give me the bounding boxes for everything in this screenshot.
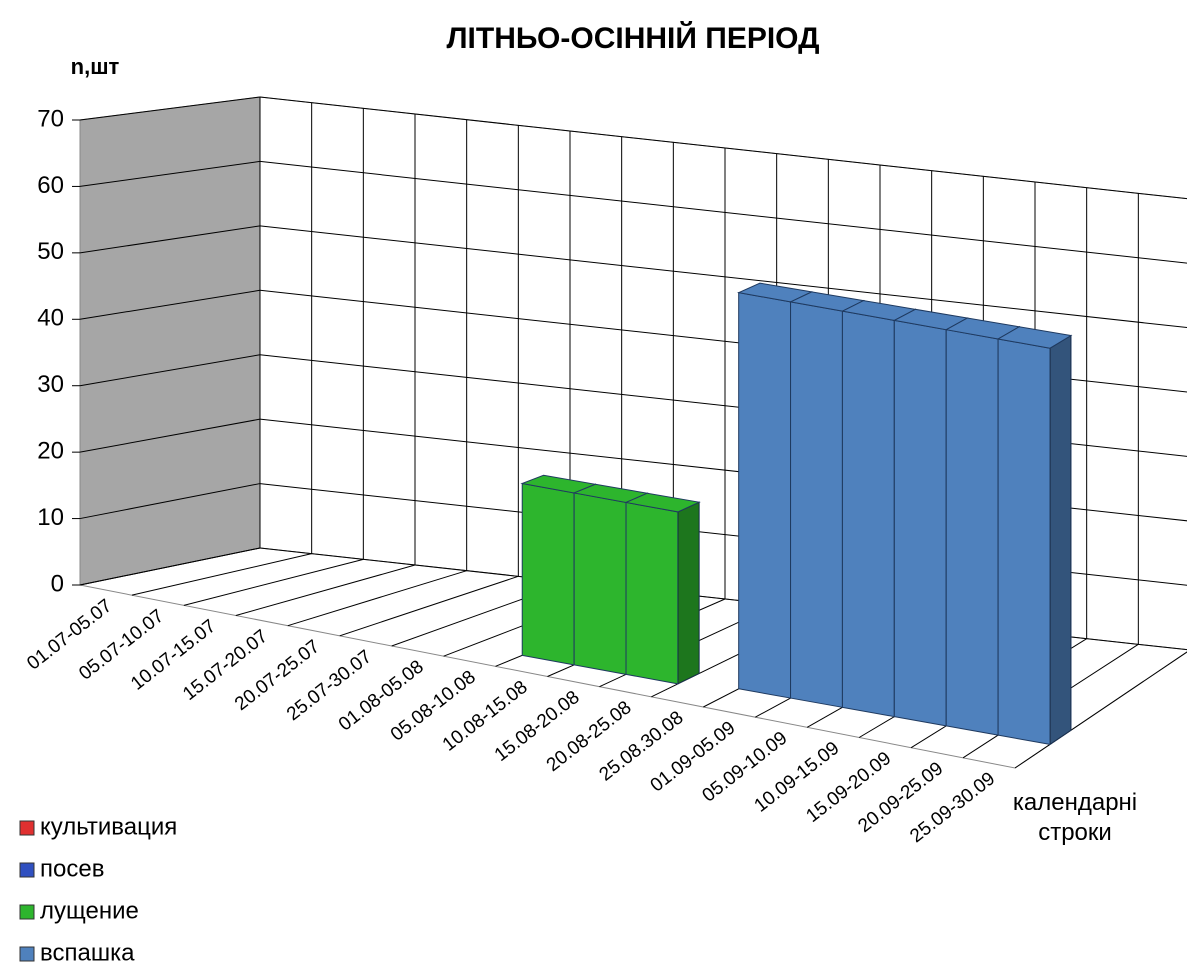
grid-line (79, 418, 261, 453)
legend-swatch (19, 946, 35, 962)
y-tick-label: 50 (37, 238, 64, 265)
floor-divider (339, 575, 519, 637)
left-wall (79, 96, 261, 586)
grid-line (259, 160, 1187, 264)
legend-label: посев (40, 855, 104, 882)
grid-line (79, 225, 261, 254)
floor-divider (183, 558, 364, 606)
floor-divider (131, 553, 312, 596)
y-tick-label: 30 (37, 371, 64, 398)
bar-front (625, 501, 679, 685)
y-tick-label: 70 (37, 105, 64, 132)
bar-side-shade (677, 502, 700, 684)
bar-front (841, 310, 895, 718)
y-axis-label: n,шт (71, 54, 120, 79)
grid-line (79, 160, 261, 187)
bar (996, 326, 1073, 746)
bar-front (790, 301, 843, 708)
y-tick-label: 40 (37, 305, 64, 332)
bar-front (738, 292, 792, 699)
y-tick-label: 20 (37, 437, 64, 464)
y-tick-label: 10 (37, 504, 64, 531)
bar-top (996, 326, 1073, 349)
legend-label: культивация (40, 813, 177, 840)
grid-line (79, 289, 261, 320)
grid-line (79, 96, 261, 121)
grid-line (79, 483, 261, 520)
legend-swatch (19, 904, 35, 920)
legend-label: лущение (40, 897, 139, 924)
floor-divider (235, 564, 416, 616)
bar-front (997, 338, 1051, 745)
y-tick-label: 0 (51, 570, 64, 597)
legend-label: вспашка (40, 939, 135, 966)
grid-line (79, 547, 261, 586)
floor-divider (287, 570, 467, 627)
bar-top (624, 492, 701, 513)
floor-divider (1014, 651, 1187, 769)
grid-line (259, 225, 1187, 329)
bar-front (893, 319, 947, 727)
legend-swatch (19, 862, 35, 878)
chart-title: ЛІТНЬО-ОСІННІЙ ПЕРІОД (447, 21, 820, 55)
bar-front (573, 492, 627, 675)
grid-line (79, 354, 261, 387)
legend-swatch (19, 820, 35, 836)
bar-front (945, 329, 999, 736)
x-axis-label: календарні строки (1012, 789, 1138, 846)
bar-side-shade (1050, 335, 1071, 745)
bar (624, 492, 701, 685)
grid-line (259, 96, 1187, 200)
y-tick-label: 60 (37, 172, 64, 199)
bar-front (521, 482, 575, 666)
